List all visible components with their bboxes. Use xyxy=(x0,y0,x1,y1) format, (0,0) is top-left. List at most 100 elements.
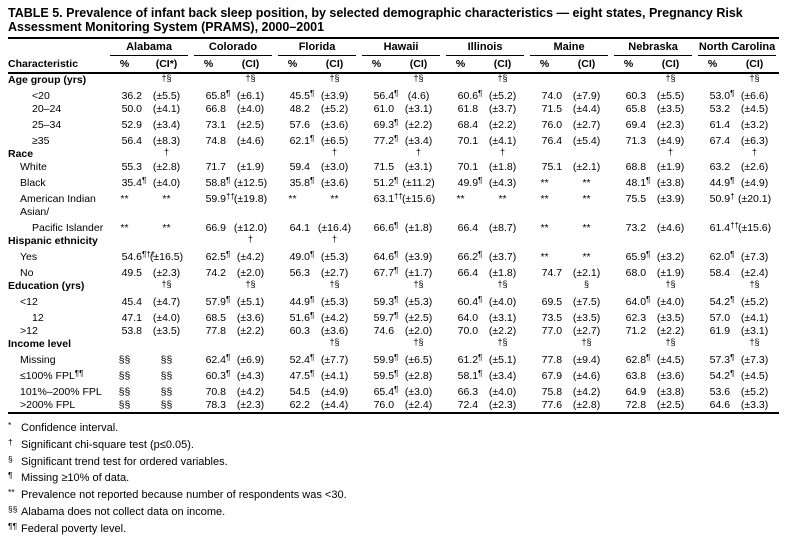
pct-cell-illinois: 66.3 xyxy=(457,386,479,398)
marker-spacer xyxy=(107,338,142,351)
ci-cell-north-carolina: (±7.3) xyxy=(740,251,769,263)
percent-header-north-carolina: % xyxy=(695,56,731,74)
ci-cell-illinois: (±3.4) xyxy=(488,370,517,382)
marker-spacer xyxy=(611,148,646,161)
ci-cell-colorado: (±5.1) xyxy=(236,296,265,308)
pct-cell-hawaii: 74.6 xyxy=(373,325,395,337)
ci-cell-colorado: (±12.0) xyxy=(233,222,268,234)
ci-cell-maine: (±7.5) xyxy=(572,296,601,308)
pct-cell-maine: 74.7 xyxy=(541,267,563,279)
ci-cell-north-carolina: (±5.2) xyxy=(740,386,769,398)
pct-cell-alabama: 45.4 xyxy=(121,296,142,308)
ci-cell-illinois: (±4.1) xyxy=(488,135,517,147)
pct-cell-illinois: 66.4 xyxy=(457,267,479,279)
marker-spacer xyxy=(275,148,310,161)
significance-marker-colorado: †§ xyxy=(226,73,275,87)
significance-marker-maine xyxy=(562,148,611,161)
ci-cell-maine: (±4.4) xyxy=(572,103,601,115)
ci-cell-illinois: (±5.2) xyxy=(488,90,517,102)
marker-spacer xyxy=(695,338,730,351)
pct-cell-colorado: 68.5 xyxy=(205,312,227,324)
ci-cell-illinois: (±4.0) xyxy=(488,386,517,398)
marker-spacer xyxy=(527,338,562,351)
significance-marker-colorado: †§ xyxy=(226,279,275,293)
pct-cell-north-carolina: 62.0¶ xyxy=(709,250,735,263)
pct-cell-florida: 62.2 xyxy=(275,399,311,414)
table-row: White 55.3 (±2.8) 71.7 (±1.9) 59.4 (±3.0) 71.5 (… xyxy=(8,161,779,174)
table-row: ≥35 56.4 (±8.3) 74.8 (±4.6) 62.1¶ (±6.5) 77.2¶ (… xyxy=(8,132,779,148)
pct-cell-illinois: 49.9¶ xyxy=(457,176,483,189)
marker-spacer xyxy=(695,73,730,87)
ci-cell-north-carolina: (±15.6) xyxy=(737,222,772,234)
ci-cell-nebraska: (±3.9) xyxy=(656,193,685,205)
pct-cell-florida: 52.4¶ xyxy=(289,353,315,366)
ci-cell-illinois: (±4.0) xyxy=(488,296,517,308)
ci-cell-nebraska: (±4.0) xyxy=(656,296,685,308)
pct-cell-florida: 56.3 xyxy=(289,267,311,279)
marker-text: †§ xyxy=(413,73,424,83)
ci-cell-north-carolina: (±4.5) xyxy=(740,370,769,382)
significance-marker-hawaii xyxy=(394,235,443,248)
ci-cell-north-carolina: (±2.4) xyxy=(740,267,769,279)
ci-cell-nebraska: (±1.9) xyxy=(656,161,685,173)
marker-text: †§ xyxy=(161,279,172,289)
pct-cell-colorado: 58.8¶ xyxy=(205,176,231,189)
ci-cell-maine: (±2.7) xyxy=(572,119,601,131)
ci-cell-illinois: (±2.2) xyxy=(488,325,517,337)
pct-cell-florida: 47.5¶ xyxy=(289,369,315,382)
state-name-north-carolina: North Carolina xyxy=(698,39,777,56)
marker-text: †§ xyxy=(497,73,508,83)
ci-cell-illinois: (±3.7) xyxy=(488,251,517,263)
ci-cell-hawaii: (4.6) xyxy=(407,90,430,102)
table-row: American Indian ** ** 59.9†† (±19.8) ** ** 63.1… xyxy=(8,190,779,206)
pct-cell-nebraska: 71.3 xyxy=(625,135,647,147)
ci-cell-nebraska: (±3.6) xyxy=(656,370,685,382)
row-label: Black xyxy=(20,177,46,189)
footnote-text: Alabama does not collect data on income. xyxy=(21,505,226,518)
significance-marker-florida: †§ xyxy=(310,279,359,293)
pct-cell-illinois: 70.1 xyxy=(457,161,479,173)
pct-cell-north-carolina: 61.4†† xyxy=(709,221,739,234)
significance-marker-florida: † xyxy=(310,234,359,248)
pct-cell-florida: 64.1 xyxy=(289,222,311,234)
ci-cell-north-carolina: (±5.2) xyxy=(740,296,769,308)
ci-cell-north-carolina: (±20.1) xyxy=(737,193,772,205)
marker-text: †§ xyxy=(497,337,508,347)
ci-cell-hawaii: (±3.4) xyxy=(404,135,433,147)
footnote: ¶¶ Federal poverty level. xyxy=(8,520,779,537)
significance-marker-florida: †§ xyxy=(310,337,359,351)
marker-text: †§ xyxy=(749,73,760,83)
ci-cell-maine: ** xyxy=(582,177,591,189)
pct-cell-alabama: 55.3 xyxy=(121,161,142,173)
pct-cell-nebraska: 69.4 xyxy=(625,119,647,131)
pct-cell-colorado: 62.4¶ xyxy=(205,353,231,366)
significance-marker-north-carolina: † xyxy=(730,147,779,161)
ci-cell-colorado: (±4.0) xyxy=(236,103,265,115)
ci-cell-colorado: (±12.5) xyxy=(233,177,268,189)
marker-spacer xyxy=(275,338,310,351)
pct-cell-colorado: 70.8 xyxy=(205,386,227,398)
row-label: <12 xyxy=(20,296,38,308)
ci-cell-alabama: §§ xyxy=(142,399,192,414)
marker-text: †§ xyxy=(413,337,424,347)
marker-spacer xyxy=(191,73,226,87)
pct-cell-maine: 69.5 xyxy=(541,296,563,308)
pct-cell-hawaii: 51.2¶ xyxy=(373,176,399,189)
pct-cell-hawaii: 59.5¶ xyxy=(373,369,399,382)
pct-cell-illinois: 61.2¶ xyxy=(457,353,483,366)
ci-cell-maine: (±5.4) xyxy=(572,135,601,147)
column-header-illinois: Illinois xyxy=(443,37,528,56)
significance-marker-illinois: † xyxy=(478,147,527,161)
marker-spacer xyxy=(527,73,562,87)
marker-spacer xyxy=(107,280,142,293)
ci-cell-north-carolina: (±3.3) xyxy=(730,399,780,414)
ci-cell-alabama: (±8.3) xyxy=(152,135,181,147)
marker-text: †§ xyxy=(497,279,508,289)
pct-cell-nebraska: 64.9 xyxy=(625,386,647,398)
pct-cell-illinois: 72.4 xyxy=(443,399,479,414)
ci-cell-florida: (±3.0) xyxy=(320,161,349,173)
row-label: ≥35 xyxy=(32,135,50,147)
column-header-alabama: Alabama xyxy=(107,37,192,56)
ci-cell-nebraska: (±3.5) xyxy=(656,103,685,115)
ci-cell-florida: (±5.3) xyxy=(320,251,349,263)
